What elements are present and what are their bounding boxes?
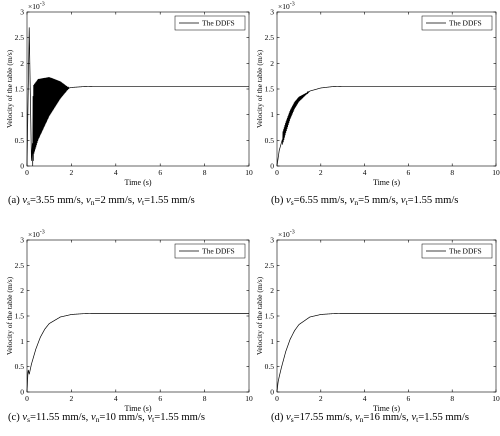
series-line [26, 27, 249, 167]
x-tick-label: 10 [245, 394, 253, 403]
y-axis-label: Velocity of the table (m/s) [5, 49, 14, 128]
y-tick-label: 1.5 [265, 85, 275, 94]
panel-1: 0 2 4 6 8 10 0 0.5 1 1.5 2 2.5 3 ×10-3 Time (s) Velocit… [5, 2, 253, 188]
x-tick-label: 2 [70, 168, 74, 177]
y-tick-label: 1.5 [15, 312, 25, 321]
x-tick-label: 2 [319, 168, 323, 177]
panel-3: 0 2 4 6 8 10 0 0.5 1 1.5 2 2.5 3 ×10-3 Time (s) Velocit… [5, 230, 253, 414]
panel-caption-3: (c) vs=11.55 mm/s, vn=10 mm/s, vt=1.55 m… [8, 412, 205, 424]
y-tick-label: 0 [20, 162, 24, 171]
panel-caption-1: (a) vs=3.55 mm/s, vn=2 mm/s, vt=1.55 mm/… [8, 195, 195, 207]
x-tick-label: 8 [450, 394, 454, 403]
y-tick-label: 0.5 [15, 362, 25, 371]
y-tick-label: 0 [270, 388, 274, 397]
y-multiplier-label: ×10-3 [278, 2, 295, 12]
caption-label: (c) [8, 412, 23, 423]
x-tick-label: 0 [275, 168, 279, 177]
y-tick-label: 0.5 [265, 362, 275, 371]
x-axis-label: Time (s) [373, 404, 400, 413]
y-tick-label: 3 [20, 236, 24, 245]
series-line [276, 313, 496, 393]
y-tick-label: 3 [270, 236, 274, 245]
x-tick-label: 8 [203, 168, 207, 177]
y-tick-label: 3 [270, 8, 274, 17]
y-tick-label: 0.5 [265, 136, 275, 145]
y-tick-label: 1 [20, 337, 24, 346]
x-tick-label: 6 [407, 168, 411, 177]
y-tick-label: 3 [20, 8, 24, 17]
y-tick-label: 1 [270, 337, 274, 346]
y-axis-label: Velocity of the table (m/s) [255, 49, 264, 128]
legend-label: The DDFS [202, 19, 235, 28]
x-tick-label: 10 [492, 394, 500, 403]
x-tick-label: 2 [319, 394, 323, 403]
x-tick-label: 10 [245, 168, 253, 177]
panel-caption-2: (b) vs=6.55 mm/s, vn=5 mm/s, vt=1.55 mm/… [271, 195, 459, 207]
y-tick-label: 2 [270, 286, 274, 295]
y-axis-label: Velocity of the table (m/s) [255, 276, 264, 355]
x-tick-label: 4 [114, 168, 118, 177]
x-axis-label: Time (s) [124, 178, 151, 187]
x-tick-label: 10 [492, 168, 500, 177]
y-tick-label: 2.5 [265, 33, 275, 42]
x-axis-label: Time (s) [124, 404, 151, 413]
plot-area [26, 239, 250, 393]
y-tick-label: 0 [270, 162, 274, 171]
y-tick-label: 2 [20, 286, 24, 295]
y-tick-label: 1.5 [15, 85, 25, 94]
legend-box [174, 15, 246, 31]
x-tick-label: 4 [114, 394, 118, 403]
x-tick-label: 8 [203, 394, 207, 403]
x-axis-label: Time (s) [373, 178, 400, 187]
y-tick-label: 1 [270, 110, 274, 119]
y-multiplier-label: ×10-3 [278, 230, 295, 240]
x-tick-label: 6 [158, 168, 162, 177]
y-tick-label: 2.5 [15, 261, 25, 270]
legend-label: The DDFS [202, 247, 235, 256]
y-multiplier-label: ×10-3 [28, 230, 45, 240]
x-tick-label: 4 [363, 394, 367, 403]
x-tick-label: 4 [363, 168, 367, 177]
caption-label: (b) [271, 195, 287, 206]
y-multiplier-label: ×10-3 [28, 2, 45, 12]
x-tick-label: 6 [158, 394, 162, 403]
y-tick-label: 1 [20, 110, 24, 119]
caption-label: (a) [8, 195, 23, 206]
panel-caption-4: (d) vs=17.55 mm/s, vn=16 mm/s, vt=1.55 m… [271, 412, 469, 424]
legend-label: The DDFS [449, 19, 482, 28]
legend-label: The DDFS [449, 247, 482, 256]
x-tick-label: 0 [25, 168, 29, 177]
plot-area [276, 239, 497, 393]
y-tick-label: 0 [20, 388, 24, 397]
legend-box [174, 243, 246, 259]
y-axis-label: Velocity of the table (m/s) [5, 276, 14, 355]
caption-label: (d) [271, 412, 287, 423]
y-tick-label: 2 [20, 59, 24, 68]
y-tick-label: 1.5 [265, 312, 275, 321]
x-tick-label: 6 [407, 394, 411, 403]
y-tick-label: 2.5 [15, 33, 25, 42]
panel-4: 0 2 4 6 8 10 0 0.5 1 1.5 2 2.5 3 ×10-3 Time (s) Velocit… [255, 230, 500, 414]
legend-box [421, 243, 493, 259]
x-tick-label: 8 [450, 168, 454, 177]
y-tick-label: 0.5 [15, 136, 25, 145]
plot-area [276, 11, 497, 167]
x-tick-label: 0 [25, 394, 29, 403]
y-tick-label: 2.5 [265, 261, 275, 270]
series-line [26, 313, 249, 393]
series-line [276, 86, 496, 167]
panel-2: 0 2 4 6 8 10 0 0.5 1 1.5 2 2.5 3 ×10-3 Time (s) Velocit… [255, 2, 500, 188]
x-tick-label: 0 [275, 394, 279, 403]
legend-box [421, 15, 493, 31]
x-tick-label: 2 [70, 394, 74, 403]
y-tick-label: 2 [270, 59, 274, 68]
